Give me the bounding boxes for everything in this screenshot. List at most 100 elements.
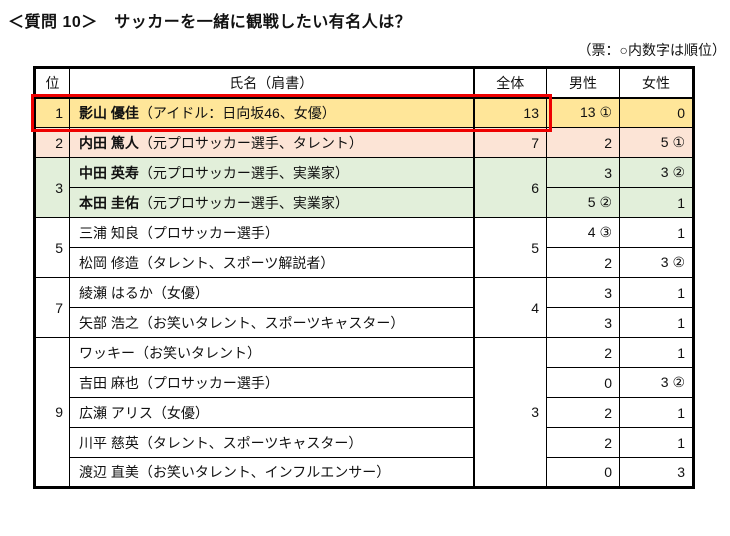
name-cell: 松岡 修造（タレント、スポーツ解説者） [69,247,474,278]
table-row: 松岡 修造（タレント、スポーツ解説者） 2 3 ② [35,247,694,278]
male-cell: 2 [546,337,620,368]
table-row: 9 ワッキー（お笑いタレント） 3 2 1 [34,337,694,488]
name-cell: 広瀬 アリス（女優） [69,397,474,428]
celebrity-title: （元プロサッカー選手、実業家） [138,194,349,211]
male-cell: 2 [546,427,620,458]
female-cell: 1 [619,307,694,338]
header-male: 男性 [546,67,620,99]
table-header-row: 位 氏名（肩書） 全体 男性 女性 [34,67,694,99]
celebrity-name: 綾瀬 はるか [79,284,153,301]
total-cell: 13 [472,97,547,128]
rank-cell: 2 [34,127,70,158]
ranking-table: 位 氏名（肩書） 全体 男性 女性 1 影山 優佳（アイドル：日向坂46、女優）… [33,66,695,489]
rank-cell: 7 [34,277,70,338]
table-row: 1 影山 優佳（アイドル：日向坂46、女優） 13 13 ① 0 [34,97,694,128]
name-cell: 綾瀬 はるか（女優） [69,277,474,308]
female-cell: 1 [619,427,694,458]
female-cell: 5 ① [619,127,694,158]
celebrity-name: 広瀬 アリス [79,404,153,421]
rank-cell: 5 [34,217,70,278]
celebrity-name: 松岡 修造 [79,254,139,271]
celebrity-title: （プロサッカー選手） [138,374,279,391]
rank-cell: 9 [34,337,70,488]
header-female: 女性 [619,67,694,99]
celebrity-name: ワッキー [79,344,135,361]
table-row: 渡辺 直美（お笑いタレント、インフルエンサー） 0 3 [35,457,694,488]
name-cell: 影山 優佳（アイドル：日向坂46、女優） [69,97,474,128]
male-cell: 13 ① [546,97,620,128]
celebrity-title: （アイドル：日向坂46、女優） [138,104,336,121]
table-row: 広瀬 アリス（女優） 2 1 [35,397,694,428]
table-row: 7 綾瀬 はるか（女優） 4 3 1 [34,277,694,338]
celebrity-title: （タレント、スポーツキャスター） [138,434,363,451]
name-cell: 川平 慈英（タレント、スポーツキャスター） [69,427,474,458]
table-row: 本田 圭佑（元プロサッカー選手、実業家） 5 ② 1 [35,187,694,218]
male-cell: 2 [546,247,620,278]
male-cell: 3 [546,277,620,308]
table-row: 吉田 麻也（プロサッカー選手） 0 3 ② [35,367,694,398]
celebrity-title: （プロサッカー選手） [138,224,279,241]
total-cell: 7 [472,127,547,158]
celebrity-name: 矢部 浩之 [79,314,139,331]
male-cell: 2 [546,397,620,428]
male-cell: 0 [546,457,620,488]
name-cell: 中田 英寿（元プロサッカー選手、実業家） [69,157,474,188]
name-cell: ワッキー（お笑いタレント） [69,337,474,368]
table-row: 2 内田 篤人（元プロサッカー選手、タレント） 7 2 5 ① [34,127,694,158]
ranking-table-wrap: 位 氏名（肩書） 全体 男性 女性 1 影山 優佳（アイドル：日向坂46、女優）… [31,66,695,489]
name-cell: 本田 圭佑（元プロサッカー選手、実業家） [69,187,474,218]
rank-cell: 1 [34,97,70,128]
female-cell: 3 ② [619,367,694,398]
name-cell: 吉田 麻也（プロサッカー選手） [69,367,474,398]
table-row: 川平 慈英（タレント、スポーツキャスター） 2 1 [35,427,694,458]
header-name: 氏名（肩書） [69,67,474,99]
total-cell: 6 [472,157,547,218]
male-cell: 4 ③ [546,217,620,248]
name-cell: 内田 篤人（元プロサッカー選手、タレント） [69,127,474,158]
celebrity-name: 川平 慈英 [79,434,139,451]
header-rank: 位 [34,67,70,99]
female-cell: 3 ② [619,157,694,188]
male-cell: 2 [546,127,620,158]
page-title: ＜質問 10＞ サッカーを一緒に観戦したい有名人は？ [8,14,412,31]
female-cell: 1 [619,217,694,248]
celebrity-name: 吉田 麻也 [79,374,139,391]
celebrity-name: 内田 篤人 [79,134,139,151]
female-cell: 1 [619,277,694,308]
male-cell: 0 [546,367,620,398]
celebrity-title: （お笑いタレント、スポーツキャスター） [138,314,405,331]
rank-cell: 3 [34,157,70,218]
celebrity-name: 本田 圭佑 [79,194,139,211]
male-cell: 3 [546,307,620,338]
celebrity-name: 中田 英寿 [79,164,139,181]
female-cell: 0 [619,97,694,128]
total-cell: 3 [472,337,547,488]
total-cell: 5 [472,217,547,278]
legend-note: （票：○内数字は順位） [577,42,726,58]
table-row: 矢部 浩之（お笑いタレント、スポーツキャスター） 3 1 [35,307,694,338]
celebrity-title: （元プロサッカー選手、タレント） [138,134,363,151]
female-cell: 1 [619,337,694,368]
celebrity-title: （元プロサッカー選手、実業家） [138,164,349,181]
female-cell: 1 [619,397,694,428]
name-cell: 矢部 浩之（お笑いタレント、スポーツキャスター） [69,307,474,338]
header-total: 全体 [472,67,547,99]
name-cell: 渡辺 直美（お笑いタレント、インフルエンサー） [69,457,474,488]
female-cell: 3 ② [619,247,694,278]
table-row: 5 三浦 知良（プロサッカー選手） 5 4 ③ 1 [34,217,694,278]
celebrity-name: 影山 優佳 [79,104,139,121]
celebrity-title: （お笑いタレント） [135,344,261,361]
celebrity-title: （女優） [152,284,209,301]
total-cell: 4 [472,277,547,338]
celebrity-name: 三浦 知良 [79,224,139,241]
male-cell: 5 ② [546,187,620,218]
female-cell: 3 [619,457,694,488]
celebrity-title: （お笑いタレント、インフルエンサー） [138,464,391,480]
female-cell: 1 [619,187,694,218]
celebrity-title: （女優） [152,404,209,421]
table-row: 3 中田 英寿（元プロサッカー選手、実業家） 6 3 3 ② [34,157,694,218]
celebrity-name: 渡辺 直美 [79,464,139,480]
celebrity-title: （タレント、スポーツ解説者） [138,254,335,271]
name-cell: 三浦 知良（プロサッカー選手） [69,217,474,248]
male-cell: 3 [546,157,620,188]
